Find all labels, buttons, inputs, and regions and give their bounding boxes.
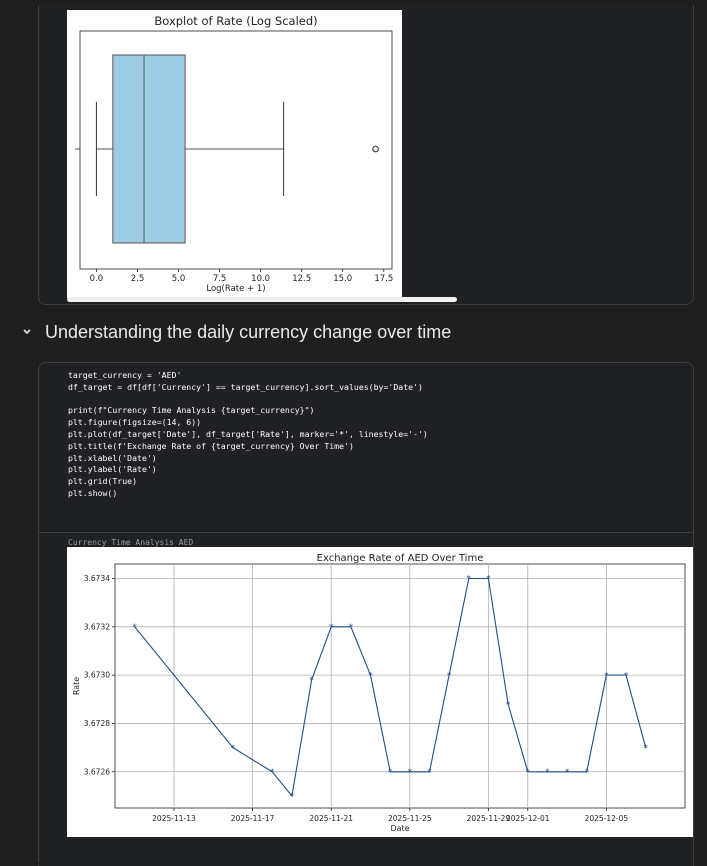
data-point-marker: *: [447, 671, 452, 681]
data-point-marker: *: [290, 792, 295, 802]
code-line: print(f"Currency Time Analysis {target_c…: [68, 405, 315, 416]
y-tick-label: 3.6732: [84, 622, 110, 631]
code-line: plt.show(): [68, 487, 118, 498]
data-point-marker: *: [604, 671, 609, 681]
x-tick-label: 0.0: [90, 274, 104, 284]
outlier-point: [372, 145, 379, 153]
x-tick-label: 2025-12-01: [506, 814, 550, 823]
x-tick-label: 2025-11-13: [152, 814, 196, 823]
x-tick-label: 2.5: [131, 274, 145, 284]
chart-title: Exchange Rate of AED Over Time: [317, 553, 484, 564]
code-line: plt.figure(figsize=(14, 6)): [68, 417, 202, 428]
data-point-marker: *: [486, 575, 491, 585]
data-point-marker: *: [132, 623, 137, 633]
data-point-marker: *: [565, 768, 570, 778]
x-axis-label: Log(Rate + 1): [206, 284, 265, 294]
x-axis-label: Date: [390, 824, 409, 833]
data-point-marker: *: [467, 575, 472, 585]
data-point-marker: *: [270, 768, 275, 778]
line-chart-svg: Exchange Rate of AED Over Time 2025-11-13…: [72, 553, 686, 833]
x-tick-label: 17.5: [374, 274, 393, 284]
output-stdout: Currency Time Analysis AED: [68, 538, 194, 547]
section-header[interactable]: Understanding the daily currency change …: [0, 318, 707, 350]
data-point-marker: *: [624, 671, 629, 681]
chart-title: Boxplot of Rate (Log Scaled): [154, 14, 317, 28]
data-point-marker: *: [545, 768, 550, 778]
code-editor[interactable]: target_currency = 'AED' df_target = df[df…: [68, 370, 668, 500]
x-tick-label: 7.5: [213, 274, 227, 284]
data-point-marker: *: [329, 623, 334, 633]
data-point-marker: *: [388, 768, 393, 778]
x-tick-label: 5.0: [172, 274, 186, 284]
boxplot-svg: Boxplot of Rate (Log Scaled) 0.0 2.5 5.0 7.5…: [75, 14, 393, 294]
code-line: plt.grid(True): [68, 476, 138, 487]
data-point-marker: *: [643, 744, 648, 754]
x-tick-label: 2025-12-05: [585, 814, 629, 823]
data-point-marker: *: [506, 700, 511, 710]
series-line: [134, 577, 647, 798]
data-point-marker: *: [349, 623, 354, 633]
plot-area: [114, 563, 686, 809]
chevron-down-icon[interactable]: [20, 325, 34, 339]
code-line: plt.ylabel('Rate'): [68, 464, 157, 475]
code-line: [68, 394, 668, 406]
x-tick-label: 2025-11-17: [231, 814, 275, 823]
code-line: plt.title(f'Exchange Rate of {target_cur…: [68, 440, 354, 451]
box-iqr: [112, 54, 186, 244]
y-axis-label: Rate: [72, 677, 81, 695]
data-point-marker: *: [231, 744, 236, 754]
data-point-marker: *: [368, 671, 373, 681]
y-tick-label: 3.6734: [84, 574, 110, 583]
x-tick-label: 2025-11-21: [309, 814, 353, 823]
cell-edge: [38, 862, 693, 865]
y-tick-label: 3.6726: [84, 767, 110, 776]
x-tick-label: 2025-11-29: [467, 814, 511, 823]
y-tick-label: 3.6730: [84, 671, 110, 680]
x-tick-label: 12.5: [292, 274, 311, 284]
section-title: Understanding the daily currency change …: [45, 322, 452, 342]
horizontal-scrollbar[interactable]: [67, 297, 457, 302]
code-line: plt.xlabel('Date'): [68, 452, 157, 463]
code-line: plt.plot(df_target['Date'], df_target['R…: [68, 428, 428, 439]
code-line: df_target = df[df['Currency'] == target_…: [68, 381, 423, 392]
y-tick-label: 3.6728: [84, 719, 110, 728]
boxplot-figure: Boxplot of Rate (Log Scaled) 0.0 2.5 5.0 7.5…: [67, 10, 402, 298]
data-point-marker: *: [427, 768, 432, 778]
data-point-marker: *: [526, 768, 531, 778]
output-divider: [38, 532, 693, 533]
code-line: target_currency = 'AED': [68, 370, 182, 380]
x-tick-label: 10.0: [251, 274, 270, 284]
x-tick-label: 15.0: [333, 274, 352, 284]
line-chart-figure: Exchange Rate of AED Over Time 2025-11-13…: [67, 547, 693, 837]
x-tick-label: 2025-11-25: [388, 814, 432, 823]
data-point-marker: *: [309, 676, 314, 686]
data-point-marker: *: [584, 768, 589, 778]
data-point-marker: *: [408, 768, 413, 778]
